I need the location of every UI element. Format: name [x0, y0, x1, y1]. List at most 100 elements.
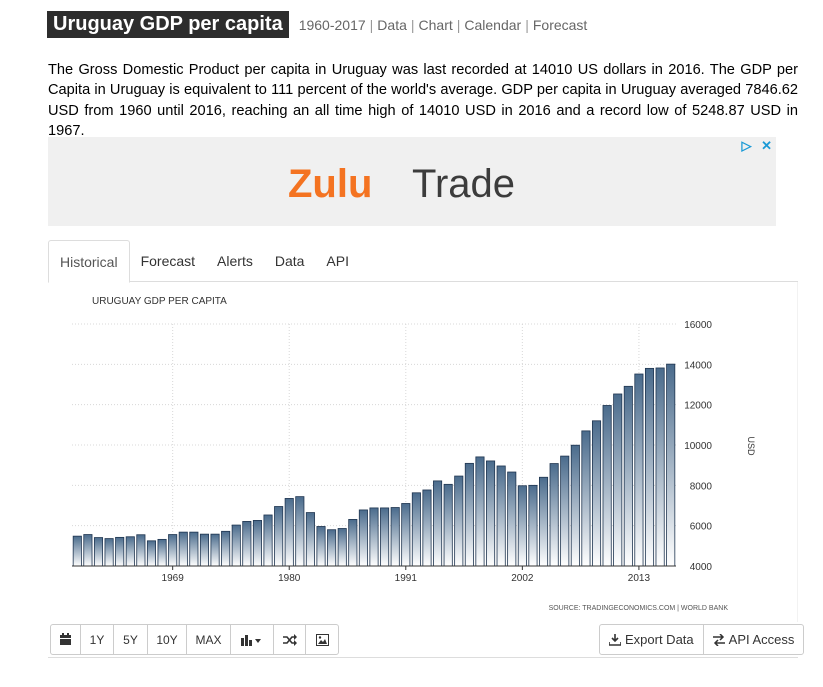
nav-link-calendar[interactable]: Calendar	[464, 16, 522, 33]
compare-button[interactable]	[273, 624, 306, 655]
bar	[517, 485, 527, 567]
nav-link-forecast[interactable]: Forecast	[532, 16, 588, 33]
calendar-icon	[60, 633, 71, 645]
description: The Gross Domestic Product per capita in…	[48, 61, 798, 140]
bar	[295, 496, 305, 567]
bar	[539, 476, 549, 567]
bar	[72, 535, 82, 567]
image-button[interactable]	[305, 624, 339, 655]
bar	[422, 489, 432, 567]
bar	[125, 536, 135, 567]
ad-choices-icon[interactable]: ▷	[741, 138, 752, 153]
bar	[401, 503, 411, 567]
zulutrade-logo: Zulu Trade	[288, 162, 515, 206]
logo-text-zulu: Zulu	[288, 162, 372, 206]
bar	[486, 460, 496, 567]
y-tick-label: 6000	[690, 522, 713, 533]
chevron-down-icon	[255, 638, 261, 643]
y-tick-label: 4000	[690, 562, 713, 573]
bar	[581, 430, 591, 567]
nav-link-data[interactable]: Data	[377, 16, 407, 33]
y-tick-label: 14000	[684, 360, 712, 371]
export-toolbar: Export Data API Access	[599, 624, 805, 655]
bar	[602, 405, 612, 567]
bar	[263, 514, 273, 567]
bar	[528, 484, 538, 567]
title-row: Uruguay GDP per capita 1960-2017 | Data | Ch…	[47, 11, 587, 38]
nav-link-chart[interactable]: Chart	[418, 16, 453, 33]
bar	[591, 420, 602, 567]
tab-api[interactable]: API	[326, 253, 349, 269]
export-data-button[interactable]: Export Data	[599, 624, 704, 655]
api-access-label: API Access	[728, 632, 795, 647]
bar	[623, 385, 633, 567]
bar	[316, 526, 326, 567]
chart-tabs: Historical Forecast Alerts Data API	[48, 240, 798, 283]
bar	[369, 507, 379, 567]
bar	[358, 509, 368, 567]
bar	[199, 533, 209, 567]
image-icon	[315, 633, 329, 646]
ad-controls[interactable]: ▷ ✕	[741, 138, 772, 154]
tab-historical[interactable]: Historical	[48, 240, 130, 283]
y-axis: 4000 6000 8000 10000 12000 14000 16000	[684, 320, 712, 573]
range-10y-button[interactable]: 10Y	[147, 624, 187, 655]
bar	[157, 538, 167, 567]
divider	[48, 657, 798, 658]
tab-forecast[interactable]: Forecast	[140, 253, 196, 269]
range-5y-button[interactable]: 5Y	[113, 624, 148, 655]
tab-alerts[interactable]: Alerts	[217, 253, 253, 269]
bar	[242, 521, 252, 567]
bar	[613, 393, 623, 567]
chart-type-button[interactable]	[230, 624, 274, 655]
date-range: 1960-2017	[298, 16, 366, 33]
bar	[666, 363, 676, 567]
api-access-button[interactable]: API Access	[702, 624, 805, 655]
bar	[496, 465, 506, 567]
x-axis: 1969 1980 1991 2002 2013	[72, 565, 676, 584]
calendar-button[interactable]	[50, 624, 81, 655]
bar	[443, 483, 453, 567]
bar	[83, 534, 93, 567]
bar	[168, 534, 178, 567]
range-1y-button[interactable]: 1Y	[80, 624, 114, 655]
chart-source: SOURCE: TRADINGECONOMICS.COM | WORLD BAN…	[549, 605, 729, 612]
bar	[464, 462, 474, 567]
y-axis-label: USD	[746, 436, 756, 456]
bar	[115, 536, 125, 567]
bar	[454, 475, 464, 567]
x-tick-label: 2013	[628, 573, 651, 584]
range-max-button[interactable]: MAX	[186, 624, 231, 655]
x-tick-label: 1980	[278, 573, 301, 584]
chart-bars	[72, 363, 676, 567]
close-icon[interactable]: ✕	[761, 138, 772, 153]
bar	[560, 455, 570, 567]
exchange-icon	[712, 633, 725, 646]
bar	[327, 529, 337, 567]
bar	[634, 373, 644, 567]
bar	[644, 367, 655, 567]
bar	[136, 534, 146, 567]
y-tick-label: 10000	[684, 441, 712, 452]
bar	[189, 531, 199, 567]
bar-chart-icon	[241, 634, 261, 646]
bar	[337, 528, 347, 567]
bar	[655, 367, 665, 567]
bar	[475, 456, 485, 567]
bar	[570, 444, 580, 567]
bar	[231, 524, 241, 567]
chart-toolbar: 1Y 5Y 10Y MAX	[50, 624, 339, 655]
x-tick-label: 2002	[511, 573, 534, 584]
y-tick-label: 8000	[690, 481, 713, 492]
bar	[305, 512, 315, 567]
bar	[549, 463, 559, 567]
export-data-label: Export Data	[625, 632, 694, 647]
bar	[146, 540, 157, 567]
advertisement-banner[interactable]: ▷ ✕ Zulu Trade	[48, 137, 776, 226]
tab-data[interactable]: Data	[274, 253, 305, 269]
bar	[104, 538, 114, 567]
chart-title: URUGUAY GDP PER CAPITA	[92, 296, 227, 307]
x-tick-label: 1991	[395, 573, 418, 584]
gdp-bar-chart: URUGUAY GDP PER CAPITA 4000 6000 8000 10000…	[72, 296, 756, 612]
chart-area: URUGUAY GDP PER CAPITA 4000 6000 8000 10000…	[48, 282, 798, 622]
